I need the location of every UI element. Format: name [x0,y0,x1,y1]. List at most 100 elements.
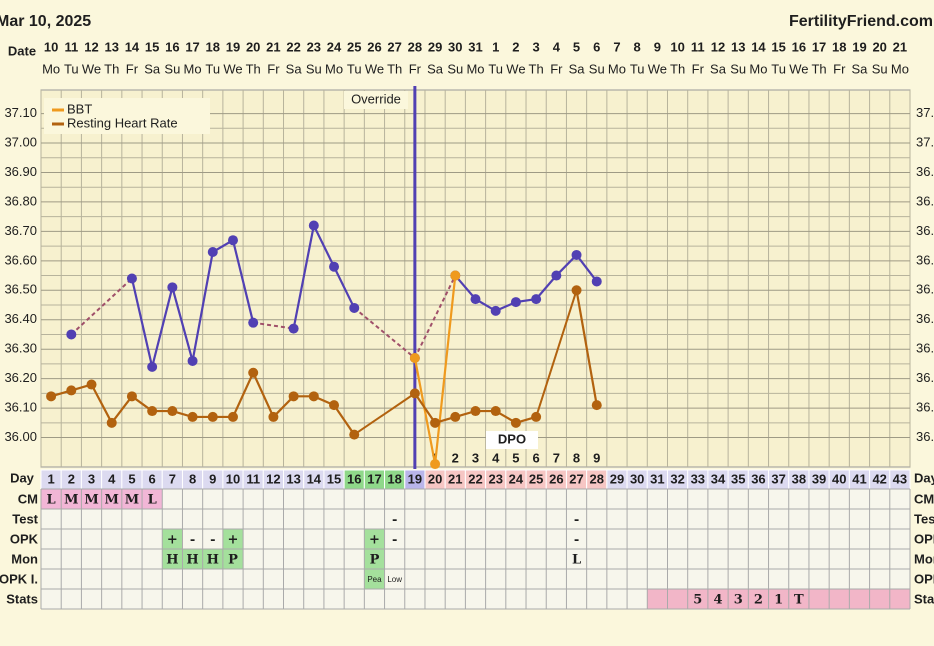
date-label: 11 [64,39,78,54]
day-number: 42 [872,471,886,486]
day-number: 25 [529,471,543,486]
date-label: 13 [731,39,745,54]
day-number: 11 [246,471,260,486]
weekday-label: We [789,61,808,76]
table-cell-bg [364,569,385,589]
data-point [187,355,198,366]
table-cell-bg [182,549,203,569]
data-point [430,459,441,470]
row-label: Test [12,511,38,526]
weekday-label: Fr [409,61,422,76]
weekday-label: Fr [126,61,139,76]
date-label: 13 [104,39,118,54]
y-tick-label-right: 36.10 [916,400,934,415]
day-number: 38 [792,471,806,486]
date-label: 16 [792,39,806,54]
weekday-label: Th [387,61,402,76]
weekday-label: Fr [692,61,705,76]
y-tick-label: 36.50 [4,282,37,297]
date-label: 18 [832,39,846,54]
row-label: CM [18,491,38,506]
table-cell-bg [222,529,244,549]
date-label: 20 [872,39,886,54]
table-cell-bg [41,489,62,509]
date-label: 4 [553,39,561,54]
table-cell-bg [788,589,809,609]
day-number: 7 [169,471,176,486]
weekday-label: Th [104,61,119,76]
table-cell: 5 [693,593,702,608]
data-point [308,391,319,402]
date-label: 25 [347,39,361,54]
data-point [288,323,299,334]
data-point [571,249,582,260]
series-line [292,222,356,329]
table-cell: 2 [754,593,763,608]
day-number: 37 [771,471,785,486]
weekday-label: We [365,61,384,76]
day-number: 20 [428,471,442,486]
table-row [41,509,910,529]
day-number: 31 [650,471,664,486]
day-number: 8 [189,471,196,486]
data-point [187,411,198,422]
data-point [106,417,117,428]
table-row [41,549,910,569]
table-cell: M [84,493,98,508]
date-label: 2 [512,39,519,54]
data-point [268,411,279,422]
table-cell: H [207,553,219,568]
legend-label: Resting Heart Rate [67,115,178,130]
weekday-label: Tu [630,61,645,76]
table-cell-bg [121,489,143,509]
table-cell-bg [647,589,668,609]
series-line [50,370,356,436]
day-number: 3 [88,471,95,486]
y-tick-label: 36.40 [4,311,37,326]
day-number: 10 [226,471,240,486]
weekday-label: Mo [749,61,767,76]
legend-box [44,98,210,134]
weekday-label: Mo [325,61,343,76]
table-cell: P [370,553,380,568]
day-number: 32 [670,471,684,486]
data-point [227,411,238,422]
weekday-label: Mo [184,61,202,76]
weekday-label: Fr [550,61,563,76]
data-point [531,294,542,305]
row-label-right: CM [914,491,934,506]
table-cell: P [228,553,238,568]
date-label: 19 [226,39,240,54]
weekday-label: Sa [852,61,869,76]
weekday-label: Fr [267,61,280,76]
weekday-label: We [506,61,525,76]
table-cell-bg [81,489,102,509]
data-point [207,411,218,422]
data-point [147,406,158,417]
y-tick-label-right: 36.80 [916,193,934,208]
weekday-label: Th [246,61,261,76]
weekday-label: Su [589,61,605,76]
date-label: 6 [593,39,600,54]
date-label: 29 [428,39,442,54]
row-label-right: Mon [914,551,934,566]
weekday-label: Su [306,61,322,76]
date-label: 5 [573,39,580,54]
table-cell-bg [202,549,223,569]
data-point [409,388,420,399]
day-number: 39 [812,471,826,486]
data-point [207,246,218,257]
weekday-label: Tu [205,61,220,76]
day-number: 26 [549,471,563,486]
table-row [41,569,910,589]
table-cell-bg [889,589,910,609]
weekday-label: Mo [466,61,484,76]
data-point [450,270,461,281]
weekday-label: Sa [427,61,444,76]
weekday-label: Mo [42,61,60,76]
table-cell-bg [849,589,870,609]
data-point [329,261,340,272]
y-tick-label: 36.00 [4,429,37,444]
data-point [227,235,238,246]
date-label: 21 [266,39,280,54]
